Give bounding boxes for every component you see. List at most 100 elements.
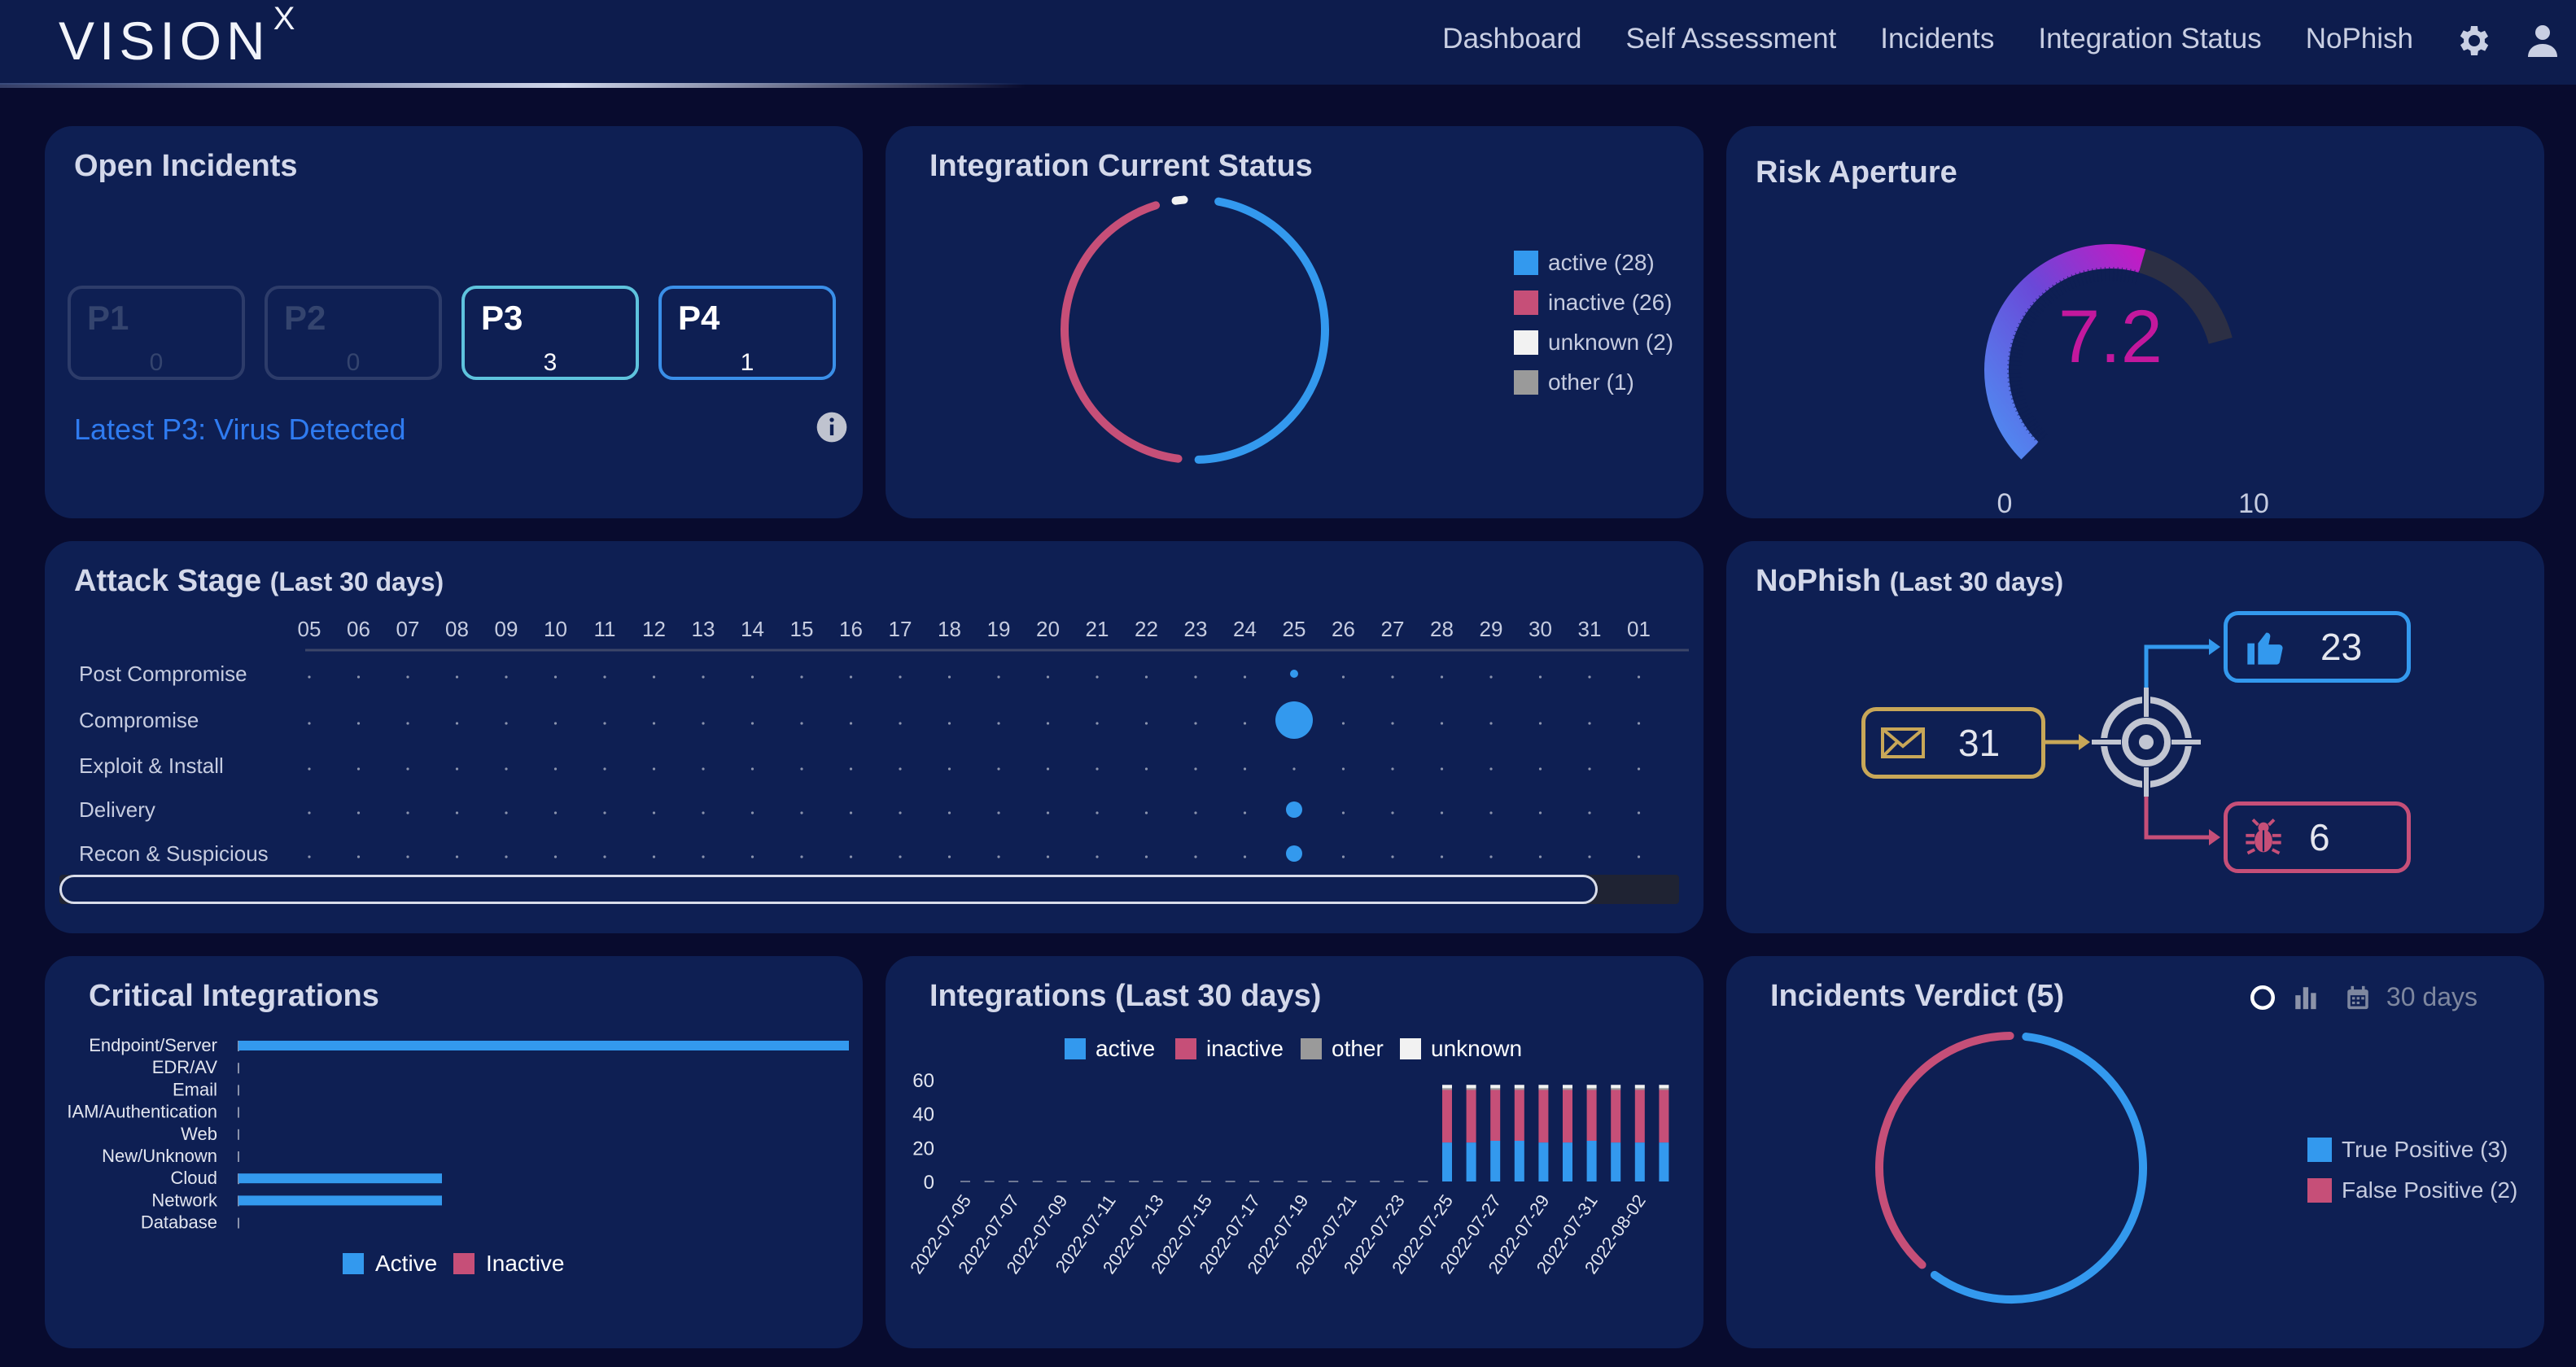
bar-view-icon[interactable] (2292, 984, 2320, 1011)
donut-segment-true-positive[interactable] (1930, 1033, 2147, 1304)
bar-segment-active[interactable] (1563, 1142, 1572, 1181)
gauge-tick (2022, 315, 2035, 324)
event-dot[interactable] (1290, 670, 1298, 678)
empty-cell (1637, 767, 1641, 771)
bar-segment-other[interactable] (1563, 1088, 1572, 1090)
bar-segment-other[interactable] (1442, 1088, 1452, 1090)
bar-segment-inactive[interactable] (1634, 1090, 1645, 1143)
empty-cell (899, 811, 902, 815)
bar-segment-unknown[interactable] (1514, 1085, 1524, 1089)
p4-box[interactable]: P4 1 (658, 286, 836, 380)
nophish-malicious-box[interactable]: 6 (2224, 801, 2411, 873)
legend-false-positive[interactable]: False Positive (2) (2307, 1177, 2517, 1203)
legend-inactive[interactable]: inactive (26) (1514, 290, 1673, 316)
nophish-emails-box[interactable]: 31 (1861, 707, 2045, 779)
bar-segment-other[interactable] (1659, 1088, 1669, 1090)
timeline-scrollbar[interactable] (59, 875, 1679, 904)
legend-active[interactable]: active (1065, 1036, 1155, 1062)
legend-active[interactable]: active (28) (1514, 250, 1655, 276)
bar-segment-unknown[interactable] (1538, 1085, 1549, 1089)
bar-segment-unknown[interactable] (1466, 1085, 1476, 1089)
empty-cell (1096, 855, 1099, 858)
nav-self-assessment[interactable]: Self Assessment (1625, 23, 1837, 55)
bar-segment-other[interactable] (1586, 1088, 1597, 1090)
bar-segment-inactive[interactable] (1466, 1090, 1476, 1143)
date-range-label[interactable]: 30 days (2386, 982, 2478, 1011)
bar-segment-unknown[interactable] (1490, 1085, 1501, 1089)
bar-segment-other[interactable] (1611, 1088, 1621, 1090)
user-icon[interactable] (2523, 21, 2562, 60)
bar-segment-active[interactable] (1659, 1142, 1669, 1181)
bar-segment-unknown[interactable] (1586, 1085, 1597, 1089)
legend-inactive[interactable]: inactive (1175, 1036, 1284, 1062)
nav-incidents[interactable]: Incidents (1880, 23, 1995, 55)
bar-segment-active[interactable] (1490, 1141, 1501, 1181)
donut-segment-false-positive[interactable] (1875, 1032, 2014, 1269)
p2-box[interactable]: P2 0 (265, 286, 442, 380)
bar-segment-inactive[interactable] (1659, 1090, 1669, 1143)
legend-active[interactable]: Active (343, 1251, 437, 1277)
empty-cell (1538, 767, 1542, 771)
bar-segment-other[interactable] (1538, 1088, 1549, 1090)
event-dot[interactable] (1286, 845, 1302, 862)
bar-segment-active[interactable] (1634, 1142, 1645, 1181)
bar-segment-inactive[interactable] (1538, 1090, 1549, 1143)
empty-cell (1637, 811, 1641, 815)
legend-other[interactable]: other (1) (1514, 369, 1634, 395)
bar-segment-active[interactable] (1586, 1141, 1597, 1181)
active-bar[interactable] (238, 1041, 849, 1050)
bar-segment-unknown[interactable] (1611, 1085, 1621, 1089)
latest-incident-link[interactable]: Latest P3: Virus Detected (74, 413, 406, 446)
bar-segment-inactive[interactable] (1586, 1090, 1597, 1142)
bar-segment-active[interactable] (1514, 1141, 1524, 1181)
event-dot[interactable] (1286, 801, 1302, 818)
legend-unknown[interactable]: unknown (2) (1514, 330, 1673, 356)
nav-dashboard[interactable]: Dashboard (1442, 23, 1582, 55)
bar-segment-inactive[interactable] (1563, 1090, 1572, 1143)
event-dot[interactable] (1275, 701, 1313, 739)
active-bar[interactable] (238, 1195, 442, 1206)
bar-segment-other[interactable] (1490, 1088, 1501, 1090)
nophish-safe-box[interactable]: 23 (2224, 611, 2411, 683)
nav-integration-status[interactable]: Integration Status (2038, 23, 2262, 55)
bar-segment-unknown[interactable] (1659, 1085, 1669, 1089)
info-icon[interactable] (816, 411, 848, 443)
calendar-icon[interactable] (2344, 984, 2372, 1011)
bar-segment-unknown[interactable] (1442, 1085, 1452, 1089)
bar-segment-inactive[interactable] (1514, 1090, 1524, 1142)
empty-cell (1489, 675, 1493, 679)
vision-x-logo[interactable]: VISION X (59, 1, 295, 71)
bar-segment-active[interactable] (1538, 1142, 1549, 1181)
bar-segment-other[interactable] (1514, 1088, 1524, 1090)
bar-segment-unknown[interactable] (1563, 1085, 1572, 1089)
bar-segment-active[interactable] (1442, 1142, 1452, 1181)
bar-segment-active[interactable] (1611, 1142, 1621, 1181)
active-bar[interactable] (238, 1173, 442, 1184)
scrollbar-thumb[interactable] (59, 875, 1598, 904)
gauge-tick (2112, 267, 2115, 282)
empty-cell (1440, 855, 1444, 858)
p1-box[interactable]: P1 0 (68, 286, 245, 380)
bar-segment-active[interactable] (1466, 1142, 1476, 1181)
legend-inactive[interactable]: Inactive (453, 1251, 565, 1277)
legend-true-positive[interactable]: True Positive (3) (2307, 1137, 2508, 1163)
gear-icon[interactable] (2453, 21, 2492, 60)
nav-nophish[interactable]: NoPhish (2305, 23, 2413, 55)
bar-segment-inactive[interactable] (1442, 1090, 1452, 1143)
bar-segment-other[interactable] (1466, 1088, 1476, 1090)
p3-box[interactable]: P3 3 (461, 286, 639, 380)
bar-segment-other[interactable] (1634, 1088, 1645, 1090)
bar-segment-inactive[interactable] (1490, 1090, 1501, 1142)
flow-arrow-in-head (2079, 734, 2090, 750)
donut-segment-inactive[interactable] (1061, 201, 1183, 463)
empty-cell (1096, 675, 1099, 679)
donut-view-icon[interactable] (2248, 983, 2277, 1012)
empty-cell (997, 722, 1000, 725)
donut-segment-active[interactable] (1194, 197, 1329, 464)
legend-other[interactable]: other (1301, 1036, 1384, 1062)
bar-segment-inactive[interactable] (1611, 1090, 1621, 1143)
stage-label: Delivery (79, 797, 155, 822)
donut-segment-unknown[interactable] (1171, 195, 1188, 205)
legend-unknown[interactable]: unknown (1400, 1036, 1522, 1062)
bar-segment-unknown[interactable] (1634, 1085, 1645, 1089)
